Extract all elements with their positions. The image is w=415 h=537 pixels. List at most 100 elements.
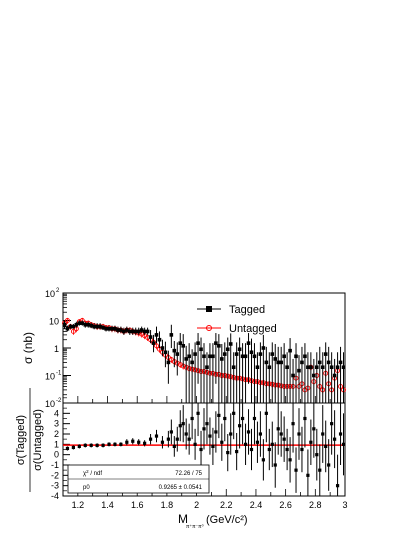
tagged-point <box>80 321 85 325</box>
untagged-point <box>65 318 70 323</box>
bottom-y-tick-label: -4 <box>51 491 59 501</box>
tagged-point <box>74 322 79 327</box>
tagged-point <box>326 360 331 365</box>
ratio-point <box>235 449 239 454</box>
ratio-y-axis-label: σ(Tagged) σ(Untagged) <box>15 388 44 492</box>
top-y-tick-label: 10 <box>45 399 55 409</box>
top-y-tick-label: 10 <box>45 289 55 299</box>
tagged-point <box>285 365 289 370</box>
tagged-point <box>199 347 203 352</box>
x-axis-label-subscript: π⁺π⁻π⁰ <box>186 524 204 530</box>
tagged-point <box>136 329 141 334</box>
ratio-point <box>330 422 334 426</box>
ratio-point <box>282 437 286 441</box>
ratio-point <box>220 440 224 444</box>
ratio-point <box>324 444 328 448</box>
tagged-point <box>237 347 242 352</box>
bottom-y-tick-label: 4 <box>54 408 59 418</box>
tagged-point <box>267 365 272 370</box>
ratio-point <box>300 447 304 452</box>
tagged-point <box>228 342 233 346</box>
ratio-point <box>178 424 182 428</box>
tagged-point <box>222 352 227 356</box>
ratio-point <box>211 444 215 448</box>
ratio-point <box>243 442 248 446</box>
tagged-point <box>252 354 257 359</box>
x-axis-label-unit: (GeV/c²) <box>206 514 248 526</box>
ratio-point <box>71 445 75 450</box>
fit-stats-box: χ2 / ndf 72.26 / 75 p0 0.9265 ± 0.0541 <box>67 464 210 494</box>
bottom-y-tick-label: -1 <box>51 460 59 470</box>
tagged-point <box>323 352 328 356</box>
bottom-y-tick-label: -3 <box>51 481 59 491</box>
ratio-point <box>101 443 105 447</box>
p0-value: 0.9265 ± 0.0541 <box>159 485 203 491</box>
tagged-point <box>317 360 322 365</box>
ratio-point <box>273 463 277 467</box>
tagged-point <box>220 357 224 361</box>
p0-label: p0 <box>83 485 90 491</box>
top-y-tick-exponent: -1 <box>56 371 62 377</box>
bottom-x-tick-label: 2 <box>194 500 199 510</box>
tagged-point <box>89 323 93 328</box>
ratio-point <box>160 440 165 444</box>
ratio-point <box>223 416 227 421</box>
ratio-point <box>270 442 274 446</box>
ratio-point <box>107 442 111 446</box>
untagged-point <box>154 343 159 349</box>
tagged-point <box>335 365 340 370</box>
top-y-tick-exponent: 2 <box>56 288 60 294</box>
tagged-point <box>127 329 132 334</box>
ratio-point <box>294 468 298 472</box>
legend-untagged-label: Untagged <box>229 323 277 335</box>
bottom-x-tick-label: 2.6 <box>279 500 292 510</box>
tagged-point <box>243 354 248 359</box>
tagged-point <box>332 373 337 378</box>
ratio-point <box>309 440 313 444</box>
ratio-point <box>327 463 331 467</box>
ratio-point <box>318 468 322 472</box>
tagged-point <box>116 328 120 332</box>
tagged-point <box>145 329 150 334</box>
tagged-point <box>113 326 117 331</box>
tagged-point <box>83 322 88 327</box>
ratio-point <box>125 440 129 444</box>
ratio-point <box>249 447 254 452</box>
tagged-point <box>240 354 245 359</box>
ratio-point <box>119 442 123 446</box>
tagged-point <box>264 360 269 365</box>
top-y-tick-label: 1 <box>54 344 59 354</box>
tagged-point <box>297 368 301 373</box>
ratio-series <box>65 403 346 496</box>
ratio-point <box>113 442 117 446</box>
tagged-point <box>315 365 319 370</box>
ratio-point <box>208 434 212 438</box>
tagged-point <box>172 348 177 353</box>
ratio-point <box>255 440 260 444</box>
top-x-ticks <box>62 396 346 403</box>
legend-tagged-label: Tagged <box>229 304 265 316</box>
tagged-point <box>282 354 286 359</box>
tagged-point <box>273 357 278 361</box>
ratio-denominator-label: σ(Untagged) <box>32 409 44 471</box>
ratio-point <box>315 453 319 457</box>
chi2-label: χ2 / ndf <box>83 469 102 477</box>
tagged-point <box>211 354 215 359</box>
tagged-point <box>139 328 144 332</box>
ratio-point <box>261 458 265 462</box>
chi2-value: 72.26 / 75 <box>175 471 202 477</box>
tagged-point <box>249 350 254 355</box>
tagged-point <box>214 341 218 345</box>
bottom-y-tick-label: 2 <box>54 429 59 439</box>
legend-tagged-marker <box>206 306 212 312</box>
ratio-point <box>184 432 188 436</box>
tagged-point <box>291 373 295 378</box>
tagged-point <box>341 365 346 370</box>
ratio-point <box>285 447 289 452</box>
tagged-point <box>125 328 129 332</box>
ratio-point <box>264 411 268 415</box>
tagged-point <box>154 333 159 337</box>
